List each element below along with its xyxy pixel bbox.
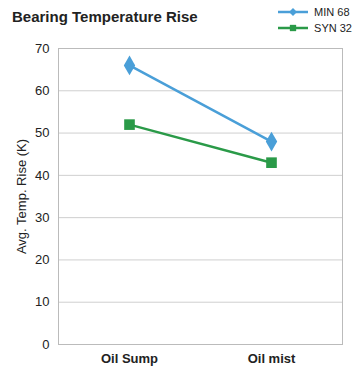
svg-text:30: 30 (35, 210, 49, 225)
html-text:SYN 32: SYN 32 (314, 22, 352, 34)
html-text:Bearing Temperature Rise: Bearing Temperature Rise (12, 8, 198, 25)
svg-text:20: 20 (35, 252, 49, 267)
svg-text:10: 10 (35, 294, 49, 309)
svg-text:Oil mist: Oil mist (248, 351, 296, 366)
svg-text:70: 70 (35, 41, 49, 56)
svg-text:40: 40 (35, 168, 49, 183)
svg-text:Oil Sump: Oil Sump (101, 351, 158, 366)
svg-text:50: 50 (35, 125, 49, 140)
svg-text:Avg. Temp. Rise (K): Avg. Temp. Rise (K) (14, 139, 29, 254)
html-text:MIN 68: MIN 68 (314, 6, 350, 18)
svg-text:0: 0 (42, 337, 49, 352)
svg-text:60: 60 (35, 83, 49, 98)
